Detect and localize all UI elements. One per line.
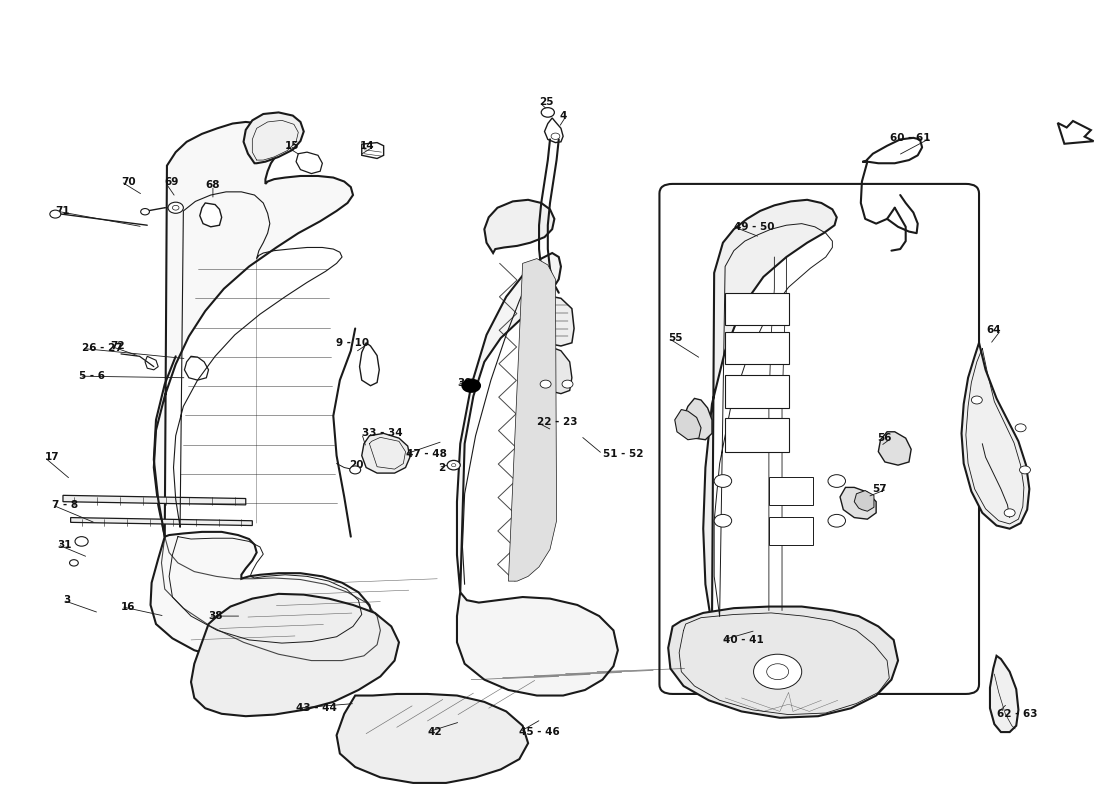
Text: 40 - 41: 40 - 41 — [723, 635, 763, 645]
Polygon shape — [456, 253, 561, 592]
Text: 25: 25 — [539, 97, 553, 107]
Text: 56: 56 — [877, 433, 891, 443]
Circle shape — [971, 396, 982, 404]
Text: 15: 15 — [285, 141, 299, 150]
Text: 7 - 8: 7 - 8 — [52, 500, 78, 510]
Polygon shape — [456, 592, 618, 695]
Polygon shape — [151, 532, 373, 662]
Polygon shape — [878, 432, 911, 465]
Text: 69: 69 — [165, 177, 179, 186]
Text: 9 - 10: 9 - 10 — [337, 338, 370, 348]
Circle shape — [447, 460, 460, 470]
Polygon shape — [337, 694, 528, 783]
Bar — [769, 477, 813, 505]
Text: 62 - 63: 62 - 63 — [997, 709, 1037, 719]
Circle shape — [461, 378, 481, 393]
Text: 14: 14 — [361, 141, 375, 150]
Circle shape — [754, 654, 802, 689]
Text: 4: 4 — [559, 110, 566, 121]
Polygon shape — [508, 258, 557, 581]
Polygon shape — [296, 152, 322, 174]
Circle shape — [451, 463, 455, 466]
Text: 22 - 23: 22 - 23 — [537, 418, 578, 427]
Circle shape — [1015, 424, 1026, 432]
Polygon shape — [537, 295, 574, 346]
Circle shape — [75, 537, 88, 546]
Polygon shape — [362, 434, 410, 473]
Polygon shape — [1058, 121, 1093, 144]
Circle shape — [562, 380, 573, 388]
Polygon shape — [360, 342, 379, 386]
Text: 51 - 52: 51 - 52 — [603, 449, 644, 459]
Polygon shape — [191, 594, 399, 716]
Polygon shape — [70, 518, 252, 526]
Text: 31: 31 — [57, 539, 72, 550]
Circle shape — [540, 380, 551, 388]
Polygon shape — [703, 200, 837, 626]
Bar — [769, 517, 813, 545]
Polygon shape — [544, 118, 563, 142]
Polygon shape — [683, 398, 712, 440]
Polygon shape — [484, 200, 554, 253]
Polygon shape — [961, 342, 1030, 529]
Polygon shape — [990, 656, 1019, 732]
Polygon shape — [541, 346, 572, 394]
Polygon shape — [154, 122, 353, 537]
Polygon shape — [63, 495, 245, 505]
Circle shape — [141, 209, 150, 215]
Text: 33 - 34: 33 - 34 — [362, 428, 403, 438]
Polygon shape — [185, 356, 209, 380]
Polygon shape — [200, 203, 222, 227]
Text: 64: 64 — [987, 325, 1001, 335]
Bar — [725, 418, 789, 452]
Polygon shape — [697, 626, 741, 674]
Text: 45 - 46: 45 - 46 — [519, 727, 560, 737]
Bar — [725, 293, 789, 325]
Circle shape — [50, 210, 60, 218]
Text: 49 - 50: 49 - 50 — [734, 222, 774, 232]
Circle shape — [168, 202, 184, 214]
Text: 30: 30 — [456, 378, 472, 387]
Circle shape — [350, 466, 361, 474]
Polygon shape — [805, 626, 849, 674]
Circle shape — [1020, 466, 1031, 474]
Circle shape — [828, 474, 846, 487]
Circle shape — [69, 560, 78, 566]
Text: 38: 38 — [209, 611, 223, 621]
Circle shape — [173, 206, 179, 210]
Polygon shape — [840, 487, 876, 519]
Text: 57: 57 — [872, 484, 887, 494]
Text: 26 - 27: 26 - 27 — [81, 343, 122, 354]
Polygon shape — [674, 410, 701, 440]
Polygon shape — [145, 356, 158, 370]
Circle shape — [828, 514, 846, 527]
Text: 72: 72 — [110, 341, 124, 351]
Text: 68: 68 — [206, 181, 220, 190]
Circle shape — [551, 133, 560, 139]
Text: 5 - 6: 5 - 6 — [79, 371, 106, 381]
Circle shape — [1004, 509, 1015, 517]
Text: 43 - 44: 43 - 44 — [296, 703, 337, 714]
Text: 71: 71 — [55, 206, 70, 216]
Text: 17: 17 — [44, 452, 59, 462]
Circle shape — [541, 108, 554, 117]
Polygon shape — [362, 142, 384, 158]
Polygon shape — [668, 606, 898, 718]
Circle shape — [714, 514, 732, 527]
Text: 60 - 61: 60 - 61 — [890, 133, 931, 143]
Text: 47 - 48: 47 - 48 — [406, 449, 447, 459]
Bar — [725, 374, 789, 408]
Circle shape — [714, 474, 732, 487]
Bar — [725, 333, 789, 364]
Text: 42: 42 — [428, 727, 442, 737]
Text: 2: 2 — [439, 462, 446, 473]
Text: 16: 16 — [121, 602, 135, 611]
Text: 55: 55 — [668, 333, 683, 343]
Text: 20: 20 — [350, 460, 364, 470]
Circle shape — [767, 664, 789, 680]
Text: 70: 70 — [121, 177, 135, 186]
Polygon shape — [243, 113, 304, 163]
Text: 3: 3 — [63, 595, 70, 605]
Polygon shape — [855, 490, 875, 511]
